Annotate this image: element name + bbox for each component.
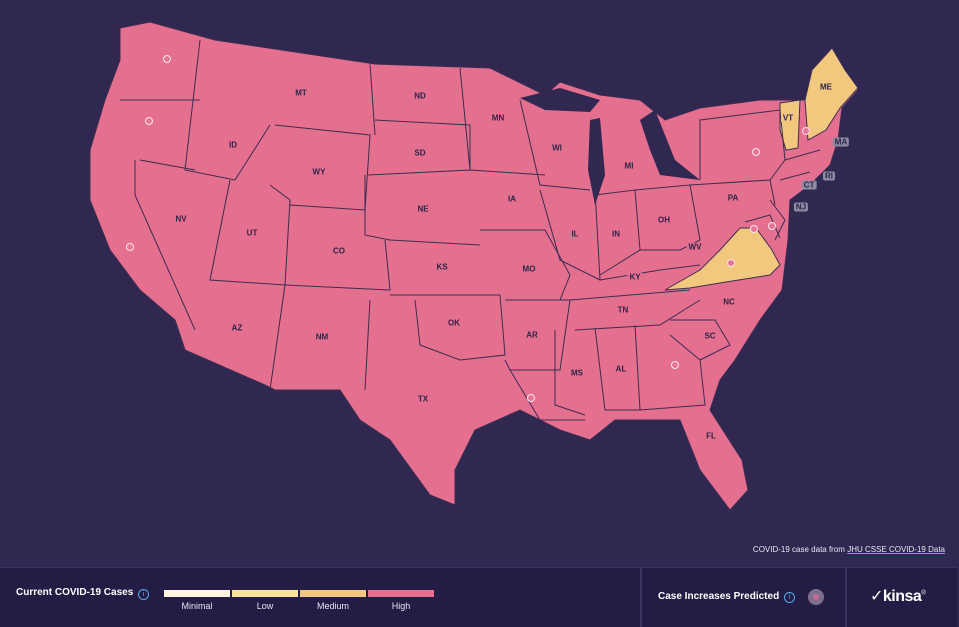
state-label-FL: FL: [704, 431, 718, 441]
legend-swatch-minimal: [164, 590, 230, 597]
state-label-WI: WI: [550, 143, 564, 153]
prediction-marker-GA[interactable]: [671, 361, 679, 369]
state-label-AZ: AZ: [229, 323, 245, 333]
state-label-ND: ND: [412, 91, 428, 101]
footer-divider-left: [640, 568, 642, 627]
prediction-marker-CA[interactable]: [126, 243, 134, 251]
data-attribution: COVID-19 case data from JHU CSSE COVID-1…: [753, 545, 945, 554]
state-ME[interactable]: [804, 47, 859, 141]
state-label-NC: NC: [721, 297, 737, 307]
prediction-marker-VA[interactable]: [727, 259, 735, 267]
case-increases-predicted-title: Case Increases Predicted: [658, 591, 780, 602]
state-label-KY: KY: [627, 272, 643, 282]
prediction-marker-WA[interactable]: [163, 55, 171, 63]
state-label-IN: IN: [610, 229, 622, 239]
state-label-AL: AL: [613, 364, 629, 374]
kinsa-wordmark: kinsa: [882, 588, 922, 605]
legend-label-medium: Medium: [316, 601, 349, 611]
state-label-MA: MA: [832, 137, 850, 147]
predicted-info-icon[interactable]: i: [784, 592, 795, 603]
state-label-NE: NE: [415, 204, 431, 214]
state-label-AR: AR: [524, 330, 540, 340]
state-label-MN: MN: [489, 113, 507, 123]
state-label-KS: KS: [434, 262, 450, 272]
state-label-SD: SD: [412, 148, 428, 158]
state-VT[interactable]: [779, 99, 801, 151]
legend-label-low: Low: [256, 601, 274, 611]
state-label-ID: ID: [227, 140, 239, 150]
legend-swatch-low: [232, 590, 298, 597]
state-label-IA: IA: [506, 194, 518, 204]
state-label-UT: UT: [244, 228, 260, 238]
legend-label-high: High: [391, 601, 411, 611]
state-label-MO: MO: [520, 264, 538, 274]
kinsa-logo[interactable]: ✓kinsa®: [870, 586, 926, 606]
state-label-IL: IL: [569, 229, 581, 239]
state-label-ME: ME: [818, 82, 834, 92]
jhu-data-link[interactable]: JHU CSSE COVID-19 Data: [847, 545, 945, 554]
state-label-CO: CO: [331, 246, 347, 256]
prediction-marker-OR[interactable]: [145, 117, 153, 125]
legend-swatch-high: [368, 590, 434, 597]
registered-mark: ®: [921, 590, 926, 597]
state-label-OH: OH: [656, 215, 672, 225]
legend-label-minimal: Minimal: [181, 601, 213, 611]
footer-divider-right: [845, 568, 847, 627]
prediction-marker-LA[interactable]: [527, 394, 535, 402]
state-label-TN: TN: [615, 305, 631, 315]
state-label-VT: VT: [780, 113, 796, 123]
state-label-NM: NM: [313, 332, 331, 342]
prediction-marker-NY[interactable]: [752, 148, 760, 156]
state-label-TX: TX: [415, 394, 431, 404]
state-label-MS: MS: [569, 368, 585, 378]
state-label-CT: CT: [801, 180, 817, 190]
state-label-WV: WV: [686, 242, 704, 252]
us-map-svg: [89, 21, 859, 511]
prediction-marker-DE[interactable]: [768, 222, 776, 230]
state-label-NJ: NJ: [793, 202, 809, 212]
attribution-prefix: COVID-19 case data from: [752, 545, 848, 554]
prediction-marker-MD[interactable]: [750, 225, 758, 233]
state-label-PA: PA: [725, 193, 741, 203]
info-icon[interactable]: i: [138, 589, 149, 600]
prediction-legend-icon: [808, 589, 824, 605]
legend-swatch-medium: [300, 590, 366, 597]
legend-footer: Current COVID-19 Cases i Minimal Low Med…: [0, 567, 957, 627]
state-label-MI: MI: [622, 161, 636, 171]
state-label-SC: SC: [702, 331, 718, 341]
state-label-NV: NV: [173, 214, 189, 224]
state-label-RI: RI: [823, 171, 835, 181]
legend-title: Current COVID-19 Cases: [16, 587, 134, 598]
state-label-MT: MT: [293, 88, 309, 98]
state-borders: [120, 39, 821, 421]
state-label-WY: WY: [310, 167, 328, 177]
lake-michigan: [588, 118, 605, 205]
lake-huron-erie: [640, 110, 700, 180]
prediction-marker-NH[interactable]: [802, 127, 810, 135]
state-label-OK: OK: [446, 318, 462, 328]
state-VA[interactable]: [664, 227, 781, 291]
us-map[interactable]: MT ND MN ID SD WI MI WY NE IA NV UT CO K…: [0, 0, 959, 567]
kinsa-check-icon: ✓: [870, 588, 883, 605]
lake-superior: [520, 88, 600, 112]
